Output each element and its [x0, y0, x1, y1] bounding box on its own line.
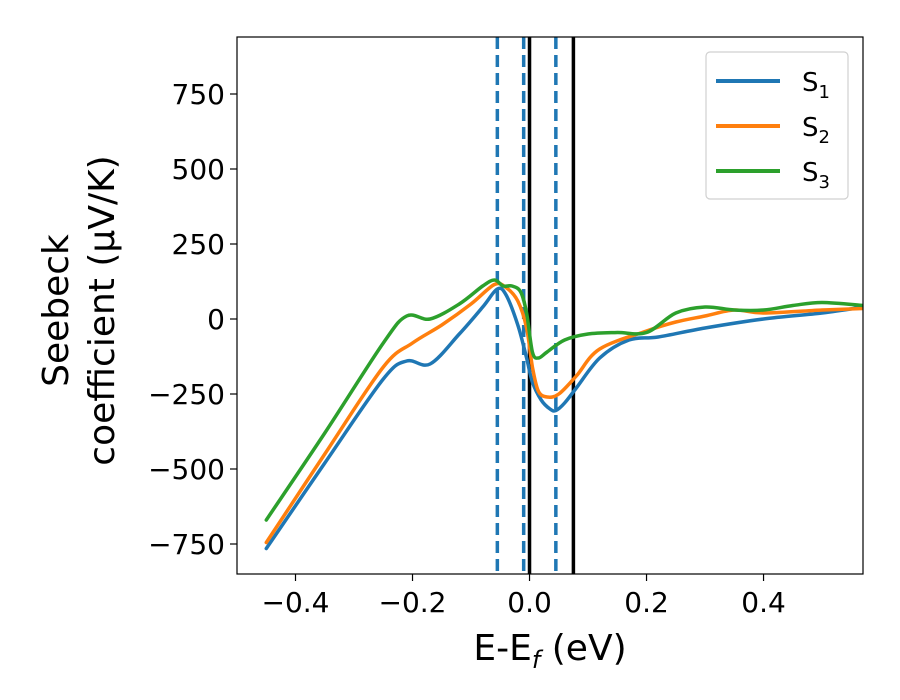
axis-ticks: −0.4 −0.2 0.0 0.2 0.4 −750 −500 −250 0 250 500 750: [148, 78, 786, 619]
y-tick-label: −500: [148, 453, 225, 486]
x-tick-label: −0.4: [262, 586, 330, 619]
plot-content: [264, 37, 863, 574]
legend-label-3: S3: [802, 158, 830, 193]
y-tick-label: 0: [207, 303, 225, 336]
y-tick-label: 250: [172, 228, 225, 261]
y-tick-label: 750: [172, 78, 225, 111]
x-tick-label: 0.2: [624, 586, 669, 619]
series-line-1: [264, 286, 863, 551]
legend: S1 S2 S3: [705, 51, 849, 200]
y-tick-label: 500: [172, 153, 225, 186]
plot-frame: [236, 36, 864, 575]
series-line-3: [264, 278, 863, 522]
y-axis-label: Seebeck coefficient (μV/K): [36, 155, 123, 465]
y-tick-label: −750: [148, 528, 225, 561]
plot-area: [264, 37, 863, 574]
y-tick-label: −250: [148, 378, 225, 411]
y-axis-label-line2: coefficient (μV/K): [82, 155, 123, 465]
series-line-2: [264, 281, 863, 545]
legend-label-1: S1: [802, 68, 830, 103]
y-axis-label-line1: Seebeck: [36, 234, 77, 387]
x-tick-label: −0.2: [379, 586, 447, 619]
x-tick-label: 0.4: [741, 586, 786, 619]
x-tick-label: 0.0: [507, 586, 552, 619]
x-axis-label: E-Ef (eV): [473, 628, 626, 674]
legend-label-2: S2: [802, 113, 830, 148]
